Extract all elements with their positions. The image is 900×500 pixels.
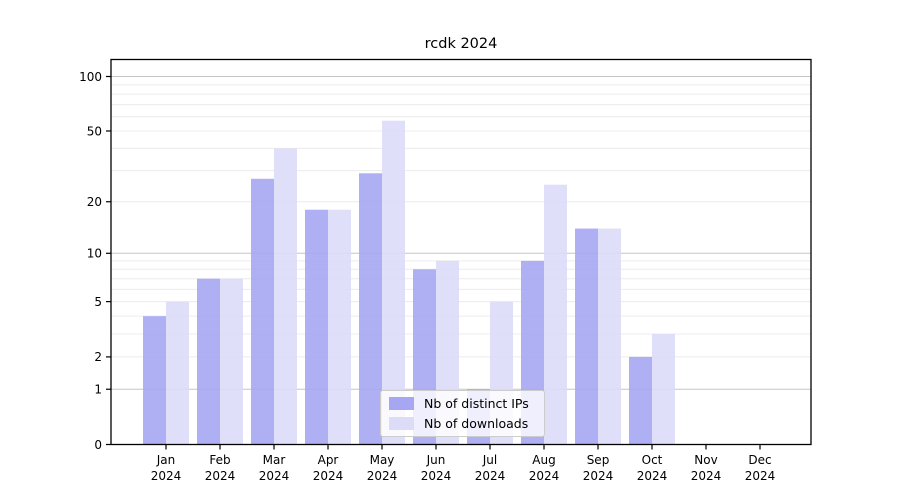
x-tick-label-may: May bbox=[370, 453, 395, 467]
x-tick-label-aug: Aug bbox=[532, 453, 555, 467]
bar-may-distinct-ips bbox=[359, 173, 382, 445]
bar-jan-distinct-ips bbox=[143, 316, 166, 445]
bar-may-downloads bbox=[382, 120, 405, 445]
x-tick-label-mar-year: 2024 bbox=[259, 469, 290, 483]
bar-mar-downloads bbox=[274, 148, 297, 445]
y-tick-label-100: 100 bbox=[79, 70, 102, 84]
bar-apr-downloads bbox=[328, 209, 351, 445]
x-tick-label-dec: Dec bbox=[748, 453, 771, 467]
x-tick-label-jun: Jun bbox=[426, 453, 446, 467]
x-tick-label-may-year: 2024 bbox=[367, 469, 398, 483]
x-tick-label-sep-year: 2024 bbox=[583, 469, 614, 483]
y-tick-label-2: 2 bbox=[94, 350, 102, 364]
x-tick-label-feb: Feb bbox=[209, 453, 230, 467]
bar-sep-downloads bbox=[598, 228, 621, 445]
plot-border bbox=[110, 58, 812, 446]
x-tick-label-aug-year: 2024 bbox=[529, 469, 560, 483]
x-tick-label-jun-year: 2024 bbox=[421, 469, 452, 483]
x-tick-label-oct-year: 2024 bbox=[637, 469, 668, 483]
bar-apr-distinct-ips bbox=[305, 209, 328, 445]
x-tick-label-mar: Mar bbox=[263, 453, 286, 467]
y-tick-label-5: 5 bbox=[94, 295, 102, 309]
x-tick-label-nov: Nov bbox=[694, 453, 717, 467]
x-tick-label-jul-year: 2024 bbox=[475, 469, 506, 483]
x-tick-label-apr: Apr bbox=[318, 453, 339, 467]
x-tick-label-sep: Sep bbox=[587, 453, 610, 467]
x-tick-label-feb-year: 2024 bbox=[205, 469, 236, 483]
x-tick-label-dec-year: 2024 bbox=[745, 469, 776, 483]
bar-mar-distinct-ips bbox=[251, 178, 274, 445]
x-tick-label-jan: Jan bbox=[156, 453, 176, 467]
x-tick-label-jan-year: 2024 bbox=[151, 469, 182, 483]
legend-label-downloads: Nb of downloads bbox=[424, 416, 529, 431]
legend: Nb of distinct IPs Nb of downloads bbox=[380, 390, 545, 437]
bar-oct-downloads bbox=[652, 333, 675, 445]
legend-item-downloads: Nb of downloads bbox=[389, 416, 544, 431]
x-tick-label-apr-year: 2024 bbox=[313, 469, 344, 483]
legend-swatch-downloads bbox=[389, 417, 414, 430]
y-tick-label-20: 20 bbox=[87, 195, 102, 209]
bar-feb-downloads bbox=[220, 278, 243, 445]
y-tick-label-0: 0 bbox=[94, 438, 102, 452]
legend-label-distinct-ips: Nb of distinct IPs bbox=[424, 396, 529, 411]
bar-sep-distinct-ips bbox=[575, 228, 598, 445]
bar-oct-distinct-ips bbox=[629, 356, 652, 445]
x-tick-label-jul: Jul bbox=[482, 453, 497, 467]
bar-feb-distinct-ips bbox=[197, 278, 220, 445]
bar-aug-downloads bbox=[544, 184, 567, 445]
x-tick-label-oct: Oct bbox=[642, 453, 663, 467]
y-tick-label-50: 50 bbox=[87, 124, 102, 138]
y-tick-label-10: 10 bbox=[87, 247, 102, 261]
x-tick-label-nov-year: 2024 bbox=[691, 469, 722, 483]
chart-title: rcdk 2024 bbox=[424, 36, 498, 52]
legend-swatch-distinct-ips bbox=[389, 397, 414, 410]
bar-jan-downloads bbox=[166, 301, 189, 445]
y-tick-label-1: 1 bbox=[94, 383, 102, 397]
legend-item-distinct-ips: Nb of distinct IPs bbox=[389, 396, 544, 411]
